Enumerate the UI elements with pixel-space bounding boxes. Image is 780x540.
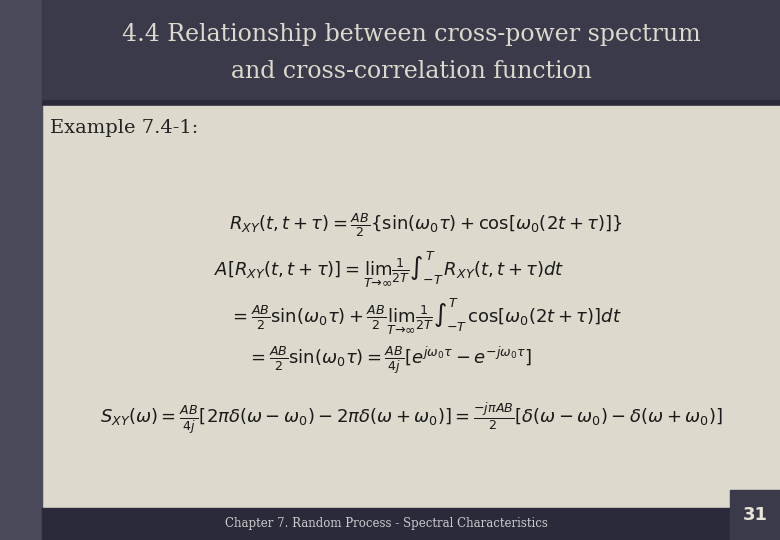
Bar (0, 0, 42, 540)
Text: 31: 31 (743, 506, 768, 524)
Text: Chapter 7. Random Process - Spectral Characteristics: Chapter 7. Random Process - Spectral Cha… (225, 517, 548, 530)
Text: $S_{XY}(\omega)=\frac{AB}{4j}[2\pi\delta(\omega-\omega_0)-2\pi\delta(\omega+\ome: $S_{XY}(\omega)=\frac{AB}{4j}[2\pi\delta… (100, 401, 722, 436)
Text: Example 7.4-1:: Example 7.4-1: (50, 119, 198, 137)
Text: $=\frac{AB}{2}\sin(\omega_0\tau)+\frac{AB}{2}\lim_{T\to\infty}\frac{1}{2T}\int_{: $=\frac{AB}{2}\sin(\omega_0\tau)+\frac{A… (229, 297, 622, 338)
Bar (42, 508, 730, 540)
Text: $R_{XY}(t,t+\tau)=\frac{AB}{2}\{\sin(\omega_0\tau)+\cos[\omega_0(2t+\tau)]\}$: $R_{XY}(t,t+\tau)=\frac{AB}{2}\{\sin(\om… (229, 211, 622, 239)
Bar (730, 490, 780, 540)
Text: $A[R_{XY}(t,t+\tau)]=\lim_{T\to\infty}\frac{1}{2T}\int_{-T}^{T}R_{XY}(t,t+\tau)d: $A[R_{XY}(t,t+\tau)]=\lim_{T\to\infty}\f… (214, 249, 564, 289)
Text: and cross-correlation function: and cross-correlation function (231, 60, 591, 84)
Text: $=\frac{AB}{2}\sin(\omega_0\tau)=\frac{AB}{4j}[e^{j\omega_0\tau}-e^{-j\omega_0\t: $=\frac{AB}{2}\sin(\omega_0\tau)=\frac{A… (246, 345, 531, 377)
Text: 4.4 Relationship between cross-power spectrum: 4.4 Relationship between cross-power spe… (122, 24, 700, 46)
Bar (42, 0, 780, 100)
